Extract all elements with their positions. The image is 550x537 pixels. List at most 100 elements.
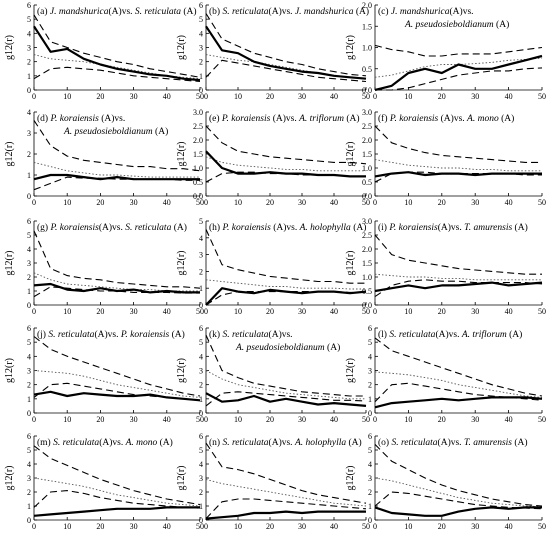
x-tick-label: 0 <box>32 415 36 424</box>
series-observed-line <box>205 392 367 407</box>
panel-title: (a) J. mandshurica(A)vs. S. reticulata (… <box>37 6 197 17</box>
y-tick-label: 5 <box>27 15 31 24</box>
y-tick-label: 4 <box>27 352 31 361</box>
x-tick-label: 20 <box>96 198 104 207</box>
series-mean-line <box>33 477 201 507</box>
y-tick-label: 1.5 <box>362 150 372 159</box>
panel-title: (g) P. koraiensis(A)vs. S. reticulata (A… <box>37 222 187 233</box>
panel-title: (b) S. reticulata(A)vs. J. mandshurica (… <box>209 6 369 17</box>
y-tick-label: 3.0 <box>362 108 372 117</box>
x-tick-label: 0 <box>204 198 208 207</box>
x-tick-label: 30 <box>130 415 138 424</box>
series-upper-line <box>205 229 366 284</box>
x-tick-label: 10 <box>63 522 71 531</box>
series-lower-line <box>205 391 367 407</box>
series-observed-line <box>374 54 543 92</box>
x-tick-label: 0 <box>32 307 36 316</box>
x-tick-label: 30 <box>130 92 138 101</box>
series-mean-line <box>205 54 367 80</box>
y-tick-label: 1 <box>199 395 203 404</box>
panel-title: (f) P. koraiensis (A)vs. A. mono (A) <box>378 113 514 124</box>
x-tick-label: 50 <box>538 198 546 207</box>
y-tick-label: 0 <box>199 86 203 95</box>
x-tick-label: 10 <box>404 92 412 101</box>
y-axis-title: g12(r) <box>4 358 15 383</box>
series-lower-line <box>374 382 543 403</box>
panel-f: 0.0 0.5 1.0 1.5 2.0 2.5 3.0 0 10 20 30 40 50 (f) P. k… <box>345 108 546 207</box>
y-tick-label: 4 <box>199 29 203 38</box>
x-tick-label: 50 <box>362 92 370 101</box>
series-mean-line <box>33 161 200 178</box>
series-upper-line <box>33 230 201 289</box>
y-tick-label: 2.5 <box>193 122 203 131</box>
y-tick-label: 3 <box>27 259 31 268</box>
series-mean-line <box>205 478 367 507</box>
series-upper-line <box>374 125 542 163</box>
panel-i: 0.0 0.5 1.0 1.5 2.0 2.5 3.0 0 10 20 30 40 50 (i) P. k… <box>345 217 546 316</box>
x-tick-label: 50 <box>362 522 370 531</box>
y-tick-label: 4 <box>27 245 31 254</box>
x-tick-label: 50 <box>196 198 204 207</box>
series-observed-line <box>205 510 366 520</box>
panel-e: 0.0 0.5 1.0 1.5 2.0 2.5 3.0 0 10 20 30 40 50 (e) P. k… <box>176 108 370 207</box>
y-axis-title: g12(r) <box>345 142 356 167</box>
y-tick-label: 1 <box>27 502 31 511</box>
x-tick-label: 30 <box>298 415 306 424</box>
y-tick-label: 1 <box>199 72 203 81</box>
y-tick-label: 5 <box>368 338 372 347</box>
x-tick-label: 50 <box>362 415 370 424</box>
series-observed-line <box>33 173 200 181</box>
series-observed-line <box>33 282 200 294</box>
y-tick-label: 2.5 <box>362 122 372 131</box>
panel-title-line2: A. pseudosieboldianum (A) <box>235 342 340 353</box>
y-tick-label: 1 <box>368 502 372 511</box>
x-tick-label: 0 <box>373 92 377 101</box>
y-axis-title: g12(r) <box>4 142 15 167</box>
panel-title: (j) S. reticulata(A)vs. P. koraiensis (A… <box>37 329 185 340</box>
y-tick-label: 4 <box>199 460 203 469</box>
y-tick-label: 1.0 <box>362 44 372 53</box>
x-tick-label: 30 <box>298 307 306 316</box>
y-tick-label: 2.0 <box>362 245 372 254</box>
y-axis-title: g12(r) <box>176 358 187 383</box>
y-tick-label: 6 <box>27 217 31 226</box>
y-tick-label: 1.5 <box>362 22 372 31</box>
y-tick-label: 2 <box>199 488 203 497</box>
x-tick-label: 20 <box>266 415 274 424</box>
series-upper-line <box>33 445 201 506</box>
y-tick-label: 3 <box>27 44 31 53</box>
x-tick-label: 50 <box>362 307 370 316</box>
panel-title: (h) P. koraiensis (A)vs. A. holophylla (… <box>209 222 366 233</box>
x-tick-label: 20 <box>266 307 274 316</box>
y-tick-label: 2.5 <box>362 231 372 240</box>
series-lower-line <box>375 67 543 91</box>
x-tick-label: 50 <box>196 307 204 316</box>
y-tick-label: 1 <box>368 395 372 404</box>
y-axis-title: g12(r) <box>345 251 356 276</box>
y-tick-label: 0 <box>199 516 203 525</box>
series-upper-line <box>205 13 367 77</box>
series-upper-line <box>374 234 542 275</box>
series-mean-line <box>205 156 366 172</box>
series-mean-line <box>205 370 366 400</box>
y-tick-label: 3 <box>27 367 31 376</box>
panel-title: (l) S. reticulata(A)vs. A. triflorum (A) <box>378 329 522 340</box>
x-tick-label: 0 <box>373 522 377 531</box>
y-tick-label: 6 <box>27 324 31 333</box>
x-tick-label: 30 <box>471 522 479 531</box>
panel-title: (n) S. reticulata(A)vs. A. holophylla (A… <box>209 437 362 448</box>
series-upper-line <box>374 337 543 397</box>
y-axis-title: g12(r) <box>176 35 187 60</box>
y-tick-label: 4 <box>27 108 31 117</box>
y-tick-label: 1 <box>199 284 203 293</box>
x-tick-label: 0 <box>373 198 377 207</box>
x-tick-label: 30 <box>471 415 479 424</box>
series-lower-line <box>205 498 367 519</box>
x-tick-label: 50 <box>362 198 370 207</box>
series-lower-line <box>374 491 543 510</box>
y-tick-label: 0 <box>199 409 203 418</box>
